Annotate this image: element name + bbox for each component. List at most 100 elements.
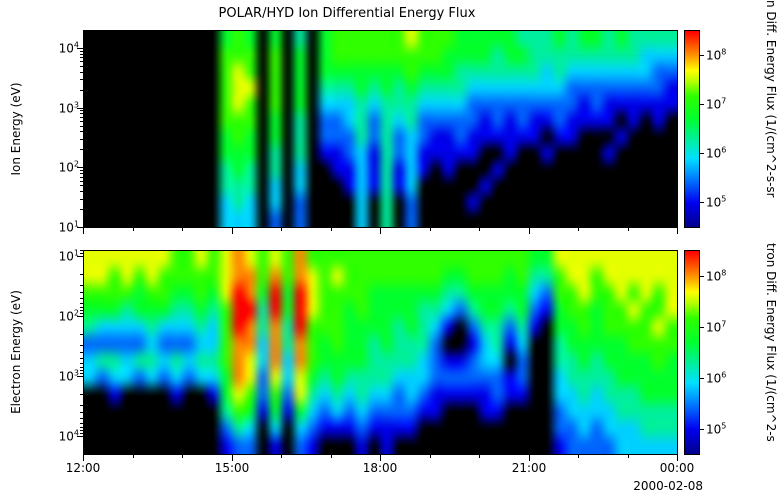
tick-mark <box>529 228 530 234</box>
tick-mark <box>80 126 83 127</box>
colorbar-tick-label: 106 <box>706 370 727 386</box>
tick-mark <box>331 228 332 231</box>
colorbar-tick-label: 105 <box>706 194 727 210</box>
tick-mark <box>700 429 704 430</box>
tick-mark <box>80 423 83 424</box>
colorbar-tick-label: 106 <box>706 145 727 161</box>
y-tick-label: 102 <box>58 308 79 324</box>
tick-mark <box>80 253 83 254</box>
tick-mark <box>281 455 282 458</box>
tick-mark <box>380 228 381 234</box>
tick-mark <box>80 285 83 286</box>
colorbar-tick-label: 107 <box>706 319 727 335</box>
colorbar-tick-label: 108 <box>706 268 727 284</box>
ion-colorbar-label: n Diff. Energy Flux (1/(cm^2-s-sr <box>764 0 778 198</box>
tick-mark <box>80 418 83 419</box>
tick-mark <box>628 455 629 458</box>
tick-mark <box>83 455 84 461</box>
ion-heatmap-canvas <box>84 31 677 227</box>
chart-title: POLAR/HYD Ion Differential Energy Flux <box>218 6 476 21</box>
tick-mark <box>80 334 83 335</box>
tick-mark <box>380 455 381 461</box>
colorbar-tick-label: 108 <box>706 47 727 63</box>
tick-mark <box>80 170 83 171</box>
tick-mark <box>80 90 83 91</box>
tick-mark <box>80 61 83 62</box>
electron-colorbar-canvas <box>685 251 699 454</box>
tick-mark <box>80 307 83 308</box>
tick-mark <box>133 228 134 231</box>
ion-y-axis-label: Ion Energy (eV) <box>9 82 23 176</box>
tick-mark <box>80 292 83 293</box>
tick-mark <box>80 66 83 67</box>
tick-mark <box>700 55 704 56</box>
tick-mark <box>80 131 83 132</box>
tick-mark <box>80 310 83 311</box>
tick-mark <box>80 373 83 374</box>
x-tick-label: 12:00 <box>65 461 101 475</box>
colorbar-tick-label: 105 <box>706 421 727 437</box>
tick-mark <box>677 455 678 461</box>
tick-mark <box>578 228 579 231</box>
tick-mark <box>80 430 83 431</box>
y-tick-label: 104 <box>58 40 79 56</box>
ion-colorbar-canvas <box>685 31 699 227</box>
tick-mark <box>80 405 83 406</box>
electron-spectrogram-panel <box>83 250 678 455</box>
tick-mark <box>182 455 183 458</box>
tick-mark <box>80 352 83 353</box>
tick-mark <box>80 303 83 304</box>
tick-mark <box>83 228 84 234</box>
tick-mark <box>479 455 480 458</box>
tick-mark <box>700 276 704 277</box>
tick-mark <box>700 153 704 154</box>
tick-mark <box>80 427 83 428</box>
tick-mark <box>80 209 83 210</box>
tick-mark <box>80 363 83 364</box>
y-tick-label: 103 <box>58 100 79 116</box>
tick-mark <box>80 250 83 251</box>
tick-mark <box>430 455 431 458</box>
tick-mark <box>700 104 704 105</box>
tick-mark <box>80 110 83 111</box>
date-label: 2000-02-08 <box>633 479 703 493</box>
tick-mark <box>80 54 83 55</box>
tick-mark <box>80 113 83 114</box>
tick-mark <box>80 433 83 434</box>
tick-mark <box>700 202 704 203</box>
tick-mark <box>77 108 83 109</box>
tick-mark <box>700 327 704 328</box>
tick-mark <box>677 228 678 234</box>
tick-mark <box>232 455 233 461</box>
tick-mark <box>77 167 83 168</box>
tick-mark <box>80 313 83 314</box>
tick-mark <box>80 298 83 299</box>
x-tick-label: 15:00 <box>214 461 250 475</box>
tick-mark <box>80 274 83 275</box>
tick-mark <box>80 345 83 346</box>
tick-mark <box>700 378 704 379</box>
electron-y-axis-label: Electron Energy (eV) <box>9 290 23 414</box>
tick-mark <box>80 191 83 192</box>
x-tick-label: 00:00 <box>659 461 695 475</box>
tick-mark <box>80 149 83 150</box>
tick-mark <box>80 394 83 395</box>
y-tick-label: 103 <box>58 368 79 384</box>
tick-mark <box>80 117 83 118</box>
tick-mark <box>232 228 233 234</box>
tick-mark <box>80 173 83 174</box>
tick-mark <box>80 121 83 122</box>
tick-mark <box>80 370 83 371</box>
ion-colorbar <box>684 30 700 228</box>
tick-mark <box>578 455 579 458</box>
electron-heatmap-canvas <box>84 251 677 454</box>
tick-mark <box>80 139 83 140</box>
colorbar-tick-label: 107 <box>706 96 727 112</box>
x-tick-label: 18:00 <box>362 461 398 475</box>
tick-mark <box>133 455 134 458</box>
tick-mark <box>80 177 83 178</box>
tick-mark <box>80 57 83 58</box>
tick-mark <box>479 228 480 231</box>
ion-spectrogram-panel <box>83 30 678 228</box>
tick-mark <box>430 228 431 231</box>
